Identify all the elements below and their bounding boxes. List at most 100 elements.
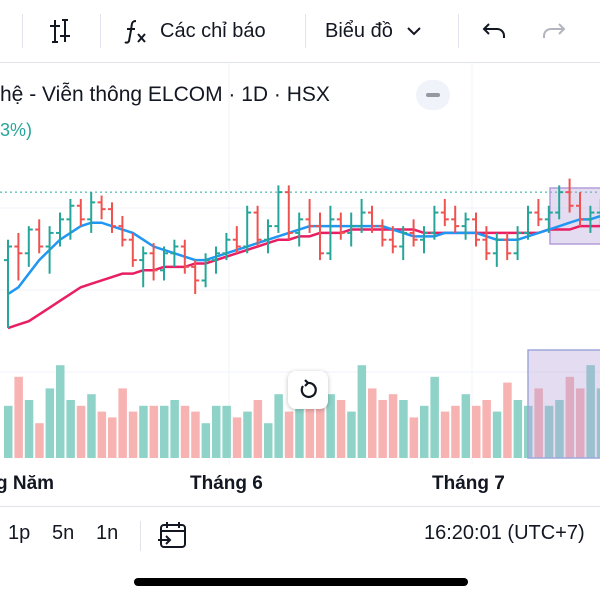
volume-bar bbox=[45, 388, 55, 458]
volume-bar bbox=[326, 394, 335, 458]
volume-bar bbox=[128, 411, 138, 458]
volume-bar bbox=[66, 400, 75, 458]
volume-bar bbox=[160, 405, 169, 458]
volume-bar bbox=[139, 405, 148, 458]
chevron-down-icon bbox=[407, 27, 421, 36]
volume-bar bbox=[243, 411, 252, 458]
home-indicator bbox=[134, 578, 468, 586]
calendar-goto-icon bbox=[158, 522, 186, 548]
volume-bar bbox=[347, 411, 356, 458]
volume-bar bbox=[170, 400, 179, 458]
volume-bar bbox=[264, 423, 273, 458]
volume-bar bbox=[295, 388, 304, 458]
volume-bar bbox=[316, 405, 325, 458]
redo-button[interactable] bbox=[540, 0, 570, 62]
indicators-label: Các chỉ báo bbox=[160, 19, 266, 42]
volume-bar bbox=[87, 394, 96, 458]
selection-box-price bbox=[549, 187, 600, 245]
volume-bar bbox=[212, 405, 221, 458]
chart-type-dropdown[interactable]: Biểu đồ bbox=[325, 0, 425, 62]
volume-bar bbox=[503, 382, 512, 458]
compare-button[interactable] bbox=[45, 0, 79, 62]
toolbar-separator bbox=[22, 14, 23, 48]
volume-bar bbox=[513, 400, 523, 458]
volume-bar bbox=[368, 388, 377, 458]
goto-date-button[interactable] bbox=[156, 519, 190, 558]
selection-box-volume bbox=[527, 349, 600, 459]
top-toolbar: Các chỉ báo Biểu đồ bbox=[0, 0, 600, 62]
price-change-legend: 3%) bbox=[0, 120, 33, 140]
volume-bar bbox=[24, 400, 34, 458]
volume-bar bbox=[35, 423, 44, 458]
volume-bar bbox=[388, 394, 398, 458]
volume-bar bbox=[461, 394, 471, 458]
volume-bar bbox=[253, 400, 263, 458]
range-button-1n[interactable]: 1n bbox=[96, 522, 119, 544]
toolbar-separator bbox=[100, 14, 101, 48]
volume-bar bbox=[399, 400, 408, 458]
price-chart[interactable] bbox=[0, 63, 600, 465]
volume-bar bbox=[76, 405, 86, 458]
compare-icon bbox=[50, 19, 70, 43]
clock-timezone[interactable]: 16:20:01 (UTC+7) bbox=[424, 522, 585, 544]
volume-bar bbox=[482, 400, 491, 458]
volume-bar bbox=[544, 405, 554, 458]
volume-bar bbox=[430, 376, 439, 458]
redo-icon bbox=[543, 23, 566, 38]
range-button-1p[interactable]: 1p bbox=[8, 522, 31, 544]
function-icon bbox=[124, 20, 146, 44]
range-button-5n[interactable]: 5n bbox=[52, 522, 75, 544]
volume-bar bbox=[222, 405, 231, 458]
volume-bar bbox=[274, 394, 283, 458]
volume-bar bbox=[149, 405, 159, 458]
volume-bar bbox=[378, 400, 387, 458]
collapse-legend-button[interactable] bbox=[416, 80, 450, 110]
bottom-divider bbox=[0, 506, 600, 507]
volume-bar bbox=[420, 405, 429, 458]
volume-bar bbox=[14, 376, 23, 458]
volume-bar bbox=[118, 388, 127, 458]
reset-icon bbox=[300, 379, 317, 399]
minus-icon bbox=[426, 93, 440, 97]
time-label: g Năm bbox=[0, 473, 55, 494]
volume-bar bbox=[180, 405, 190, 458]
volume-bar bbox=[305, 400, 315, 458]
ma-fast-line bbox=[7, 214, 600, 296]
volume-bar bbox=[409, 417, 419, 458]
volume-bar bbox=[4, 405, 13, 458]
volume-bar bbox=[492, 411, 502, 458]
volume-bar bbox=[576, 388, 585, 458]
volume-bar bbox=[97, 411, 107, 458]
toolbar-separator bbox=[458, 14, 459, 48]
indicators-button[interactable]: Các chỉ báo bbox=[120, 0, 266, 62]
volume-bar bbox=[284, 411, 294, 458]
time-axis[interactable]: g Năm Tháng 6 Tháng 7 bbox=[0, 465, 600, 501]
time-label: Tháng 6 bbox=[190, 473, 263, 494]
ma-slow-line bbox=[7, 224, 600, 330]
volume-bar bbox=[534, 388, 543, 458]
volume-bar bbox=[596, 388, 600, 458]
volume-bar bbox=[191, 411, 200, 458]
volume-bar bbox=[56, 365, 65, 458]
volume-bar bbox=[440, 411, 450, 458]
volume-bar bbox=[108, 417, 117, 458]
time-label: Tháng 7 bbox=[432, 473, 505, 494]
toolbar-divider bbox=[0, 62, 600, 63]
volume-bar bbox=[232, 417, 242, 458]
reset-chart-button[interactable] bbox=[288, 371, 328, 409]
bottom-separator bbox=[140, 521, 141, 551]
undo-icon bbox=[482, 23, 505, 38]
volume-bar bbox=[555, 400, 564, 458]
undo-button[interactable] bbox=[480, 0, 510, 62]
volume-bar bbox=[336, 400, 346, 458]
chart-type-label: Biểu đồ bbox=[325, 19, 393, 42]
volume-bar bbox=[451, 405, 460, 458]
chart-pane[interactable] bbox=[0, 63, 600, 465]
volume-bar bbox=[586, 365, 595, 458]
toolbar-separator bbox=[305, 14, 306, 48]
volume-bar bbox=[472, 405, 481, 458]
volume-bar bbox=[565, 376, 575, 458]
bottom-bar: 1p 5n 1n 16:20:01 (UTC+7) bbox=[0, 507, 600, 565]
symbol-legend-title[interactable]: hệ - Viễn thông ELCOM · 1D · HSX bbox=[0, 83, 330, 106]
volume-bar bbox=[357, 365, 367, 458]
